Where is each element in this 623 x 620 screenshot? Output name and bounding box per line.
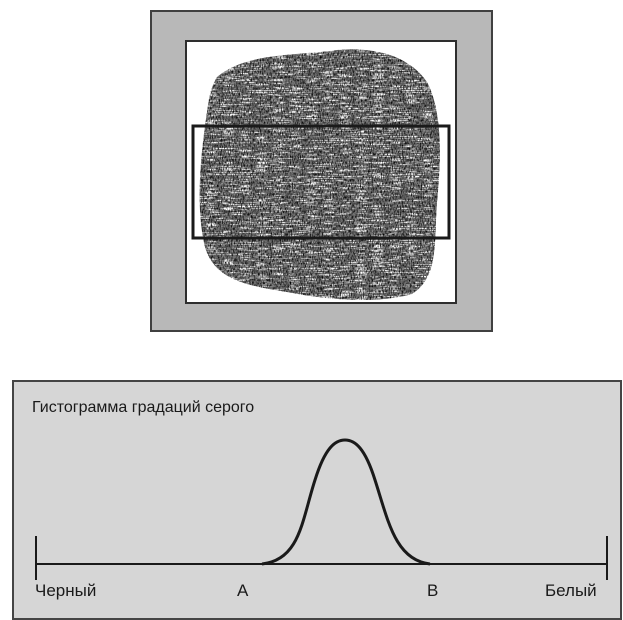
label-b: B (427, 581, 439, 600)
label-white: Белый (545, 581, 597, 600)
fingerprint-image (185, 40, 457, 304)
selection-rectangle (191, 124, 451, 240)
histogram-panel (12, 380, 622, 620)
histogram-curve (261, 438, 431, 566)
label-black: Черный (35, 581, 97, 600)
histogram-title: Гистограмма градаций серого (32, 399, 255, 416)
fingerprint-svg (191, 49, 451, 300)
label-a: A (237, 581, 249, 600)
